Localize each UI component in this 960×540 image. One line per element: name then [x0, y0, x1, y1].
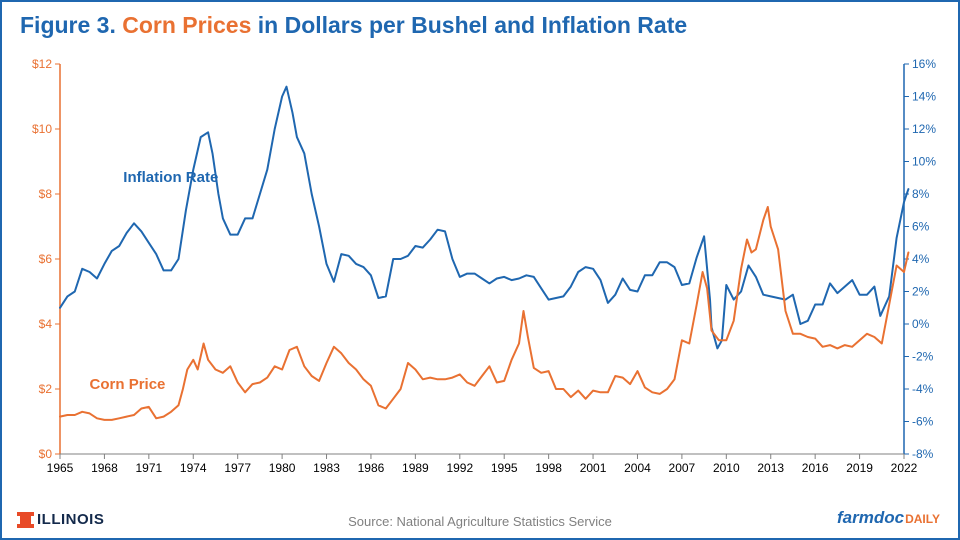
- svg-text:8%: 8%: [912, 187, 930, 201]
- source-text: Source: National Agriculture Statistics …: [2, 514, 958, 529]
- svg-text:-2%: -2%: [912, 350, 934, 364]
- svg-text:$12: $12: [32, 57, 52, 71]
- svg-text:1995: 1995: [491, 461, 518, 475]
- svg-text:4%: 4%: [912, 252, 930, 266]
- title-mid: in Dollars per Bushel and: [258, 12, 535, 38]
- svg-text:1971: 1971: [135, 461, 162, 475]
- svg-text:1965: 1965: [47, 461, 74, 475]
- svg-text:$6: $6: [39, 252, 53, 266]
- farmdoc-text: farmdoc: [837, 508, 904, 527]
- svg-text:$8: $8: [39, 187, 53, 201]
- svg-text:2013: 2013: [757, 461, 784, 475]
- svg-text:1992: 1992: [446, 461, 473, 475]
- svg-text:6%: 6%: [912, 220, 930, 234]
- svg-text:-6%: -6%: [912, 415, 934, 429]
- block-i-icon: [20, 512, 31, 528]
- farmdoc-daily-text: DAILY: [905, 512, 940, 526]
- svg-text:16%: 16%: [912, 57, 936, 71]
- svg-text:2019: 2019: [846, 461, 873, 475]
- svg-text:1989: 1989: [402, 461, 429, 475]
- svg-text:1968: 1968: [91, 461, 118, 475]
- svg-text:1977: 1977: [224, 461, 251, 475]
- footer: Source: National Agriculture Statistics …: [2, 484, 958, 538]
- series-label-inflation: Inflation Rate: [123, 169, 218, 186]
- svg-text:2007: 2007: [669, 461, 696, 475]
- series-label-corn: Corn Price: [90, 376, 166, 393]
- svg-text:2004: 2004: [624, 461, 651, 475]
- svg-text:10%: 10%: [912, 155, 936, 169]
- svg-text:$10: $10: [32, 122, 52, 136]
- svg-text:1998: 1998: [535, 461, 562, 475]
- svg-text:$4: $4: [39, 317, 53, 331]
- svg-text:1980: 1980: [269, 461, 296, 475]
- farmdoc-logo: farmdocDAILY: [837, 508, 940, 528]
- svg-text:-8%: -8%: [912, 447, 934, 461]
- svg-text:1983: 1983: [313, 461, 340, 475]
- svg-text:2%: 2%: [912, 285, 930, 299]
- title-inflation: Inflation Rate: [541, 12, 687, 38]
- svg-text:1974: 1974: [180, 461, 207, 475]
- title-corn: Corn Prices: [122, 12, 251, 38]
- svg-text:2010: 2010: [713, 461, 740, 475]
- chart-title: Figure 3. Corn Prices in Dollars per Bus…: [20, 12, 687, 39]
- svg-text:2001: 2001: [580, 461, 607, 475]
- svg-text:2016: 2016: [802, 461, 829, 475]
- svg-text:$2: $2: [39, 382, 53, 396]
- dual-axis-line-chart: $0 $2 $4 $6 $8 $10 $12 -8% -6% -4% -2% 0% 2% 4% 6% 8% 10…: [12, 50, 952, 482]
- chart-frame: Figure 3. Corn Prices in Dollars per Bus…: [0, 0, 960, 540]
- illinois-logo: ILLINOIS: [20, 511, 104, 528]
- illinois-text: ILLINOIS: [37, 511, 104, 528]
- svg-text:0%: 0%: [912, 317, 930, 331]
- svg-text:12%: 12%: [912, 122, 936, 136]
- svg-text:$0: $0: [39, 447, 53, 461]
- svg-text:14%: 14%: [912, 90, 936, 104]
- title-prefix: Figure 3.: [20, 12, 116, 38]
- svg-text:2022: 2022: [891, 461, 918, 475]
- svg-text:1986: 1986: [358, 461, 385, 475]
- svg-text:-4%: -4%: [912, 382, 934, 396]
